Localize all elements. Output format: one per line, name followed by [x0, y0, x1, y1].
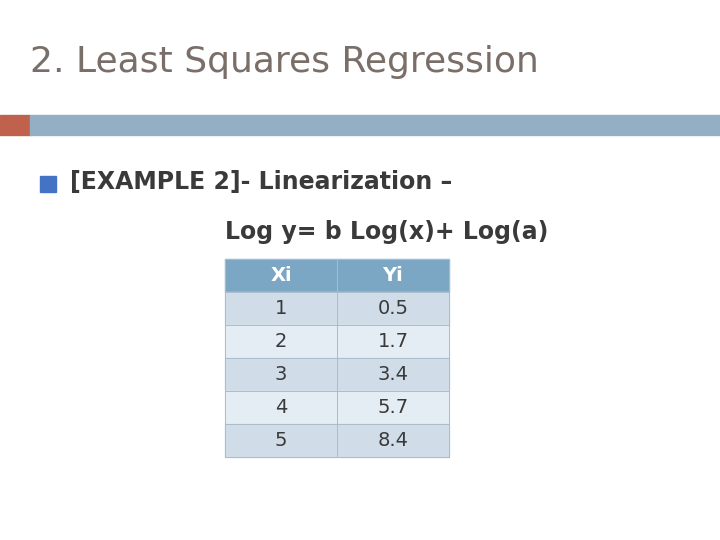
- Bar: [40, 176, 56, 192]
- Bar: [0, 115, 30, 135]
- Bar: [225, 391, 337, 424]
- Text: 1: 1: [275, 299, 287, 318]
- Text: 2. Least Squares Regression: 2. Least Squares Regression: [30, 45, 539, 79]
- Bar: [337, 358, 449, 391]
- Bar: [225, 292, 337, 325]
- Bar: [337, 259, 449, 292]
- Bar: [337, 424, 449, 457]
- Bar: [30, 115, 720, 135]
- Text: 8.4: 8.4: [377, 431, 408, 450]
- Text: 5: 5: [275, 431, 287, 450]
- Text: 5.7: 5.7: [377, 398, 408, 417]
- Text: 0.5: 0.5: [377, 299, 408, 318]
- Text: Log y= b Log(x)+ Log(a): Log y= b Log(x)+ Log(a): [225, 220, 549, 244]
- Text: [EXAMPLE 2]- Linearization –: [EXAMPLE 2]- Linearization –: [70, 170, 452, 194]
- Bar: [225, 424, 337, 457]
- Bar: [337, 292, 449, 325]
- Text: 3: 3: [275, 365, 287, 384]
- Text: Xi: Xi: [270, 266, 292, 285]
- Bar: [337, 391, 449, 424]
- Text: 4: 4: [275, 398, 287, 417]
- Text: 1.7: 1.7: [377, 332, 408, 351]
- Text: Yi: Yi: [382, 266, 403, 285]
- Text: 3.4: 3.4: [377, 365, 408, 384]
- Bar: [337, 325, 449, 358]
- Bar: [225, 358, 337, 391]
- Text: 2: 2: [275, 332, 287, 351]
- Bar: [225, 259, 337, 292]
- Bar: [225, 325, 337, 358]
